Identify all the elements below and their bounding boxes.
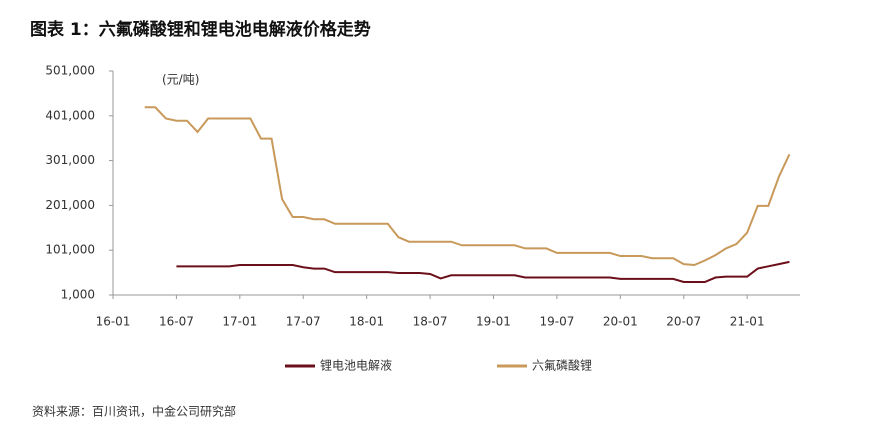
x-tick-label: 19-07 [539,315,574,329]
x-tick-label: 18-01 [349,315,384,329]
x-tick-label: 18-07 [413,315,448,329]
unit-label: (元/吨) [162,73,199,87]
legend-label: 锂电池电解液 [320,358,392,373]
x-tick-label: 16-07 [159,315,194,329]
y-tick-label: 101,000 [45,243,95,257]
y-tick-label: 201,000 [45,198,95,212]
series-line [176,260,790,284]
y-tick-label: 301,000 [45,153,95,167]
source-note: 资料来源：百川资讯，中金公司研究部 [32,404,236,419]
y-tick-label: 501,000 [45,64,95,78]
x-tick-label: 21-01 [730,315,765,329]
chart-title: 图表 1：六氟磷酸锂和锂电池电解液价格走势 [30,19,371,40]
legend-label: 六氟磷酸锂 [532,358,592,373]
y-tick-label: 401,000 [45,108,95,122]
x-tick-label: 19-01 [476,315,511,329]
series-line [144,106,791,267]
x-tick-label: 20-07 [666,315,701,329]
x-tick-label: 17-07 [286,315,321,329]
y-tick-label: 1,000 [61,288,95,302]
x-tick-label: 20-01 [603,315,638,329]
x-tick-label: 16-01 [96,315,131,329]
x-tick-label: 17-01 [222,315,257,329]
